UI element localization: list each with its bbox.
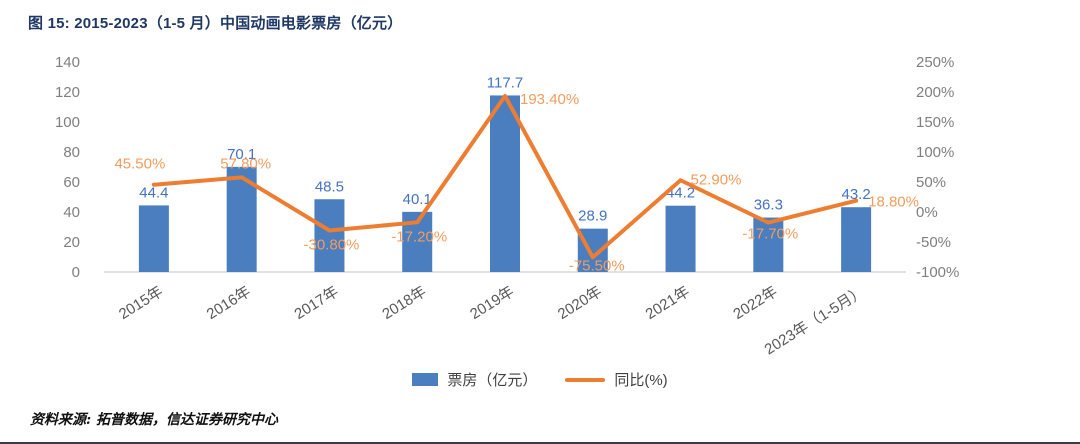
bar-label: 117.7 bbox=[487, 74, 523, 91]
yoy-line bbox=[151, 93, 859, 260]
bar-label: 43.2 bbox=[842, 186, 871, 203]
bar-label: 44.4 bbox=[139, 184, 168, 201]
y-left-tick: 20 bbox=[63, 234, 80, 251]
x-tick-label: 2016年 bbox=[204, 283, 254, 323]
line-label: 57.80% bbox=[220, 155, 271, 172]
chart-legend: 票房（亿元） 同比(%) bbox=[0, 369, 1080, 390]
y-right-tick: 100% bbox=[916, 144, 954, 161]
bar-2022年 bbox=[753, 217, 784, 272]
bottom-divider bbox=[0, 442, 1080, 444]
y-right-tick: 200% bbox=[916, 84, 954, 101]
y-right-tick: -100% bbox=[916, 264, 959, 281]
line-label: -30.80% bbox=[304, 236, 360, 253]
chart-title: 图 15: 2015-2023（1-5 月）中国动画电影票房（亿元） bbox=[28, 15, 403, 32]
bar-2021年 bbox=[665, 205, 696, 272]
line-label: -17.70% bbox=[742, 226, 798, 243]
line-label: 18.80% bbox=[868, 194, 919, 211]
line-label: -17.20% bbox=[391, 228, 447, 245]
line-label: 52.90% bbox=[691, 171, 742, 188]
bar-label: 28.9 bbox=[578, 208, 607, 225]
line-label: -75.50% bbox=[569, 257, 625, 274]
bar-label: 70.1 bbox=[227, 146, 256, 163]
legend-label-yoy: 同比(%) bbox=[614, 372, 668, 389]
x-tick-label: 2017年 bbox=[292, 283, 342, 323]
x-tick-label: 2019年 bbox=[467, 283, 517, 323]
y-right-tick: 0% bbox=[916, 204, 938, 221]
x-tick-label: 2015年 bbox=[116, 283, 166, 323]
y-right-tick: 150% bbox=[916, 114, 954, 131]
legend-item-boxoffice: 票房（亿元） bbox=[412, 369, 537, 390]
bar-series-swatch bbox=[412, 373, 439, 386]
line-label: 193.40% bbox=[520, 91, 579, 108]
x-tick-label: 2020年 bbox=[555, 283, 605, 323]
y-left-tick: 40 bbox=[63, 204, 80, 221]
bar-2019年 bbox=[490, 95, 520, 272]
bar-2015年 bbox=[138, 205, 169, 272]
bar-2017年 bbox=[314, 199, 345, 272]
bar-label: 40.1 bbox=[403, 191, 432, 208]
y-left-tick: 0 bbox=[72, 264, 80, 281]
x-tick-label: 2021年 bbox=[643, 283, 693, 323]
data-source-note: 资料来源: 拓普数据，信达证券研究中心 bbox=[30, 412, 279, 428]
legend-item-yoy: 同比(%) bbox=[565, 369, 668, 390]
y-left-tick: 140 bbox=[55, 54, 80, 71]
x-tick-label: 2018年 bbox=[379, 283, 429, 323]
line-label: 45.50% bbox=[114, 156, 165, 173]
bar-2023年（1-5月） bbox=[841, 207, 872, 272]
y-right-tick: 250% bbox=[916, 54, 954, 71]
y-left-tick: 60 bbox=[63, 174, 80, 191]
x-tick-label: 2022年 bbox=[730, 283, 780, 323]
y-left-tick: 120 bbox=[55, 84, 80, 101]
bar-label: 48.5 bbox=[315, 178, 344, 195]
bar-label: 36.3 bbox=[754, 197, 783, 214]
y-right-tick: -50% bbox=[916, 234, 951, 251]
legend-label-boxoffice: 票房（亿元） bbox=[447, 372, 538, 389]
y-left-tick: 80 bbox=[63, 144, 80, 161]
y-right-tick: 50% bbox=[916, 174, 946, 191]
y-left-tick: 100 bbox=[55, 114, 80, 131]
line-series-swatch bbox=[565, 377, 606, 382]
